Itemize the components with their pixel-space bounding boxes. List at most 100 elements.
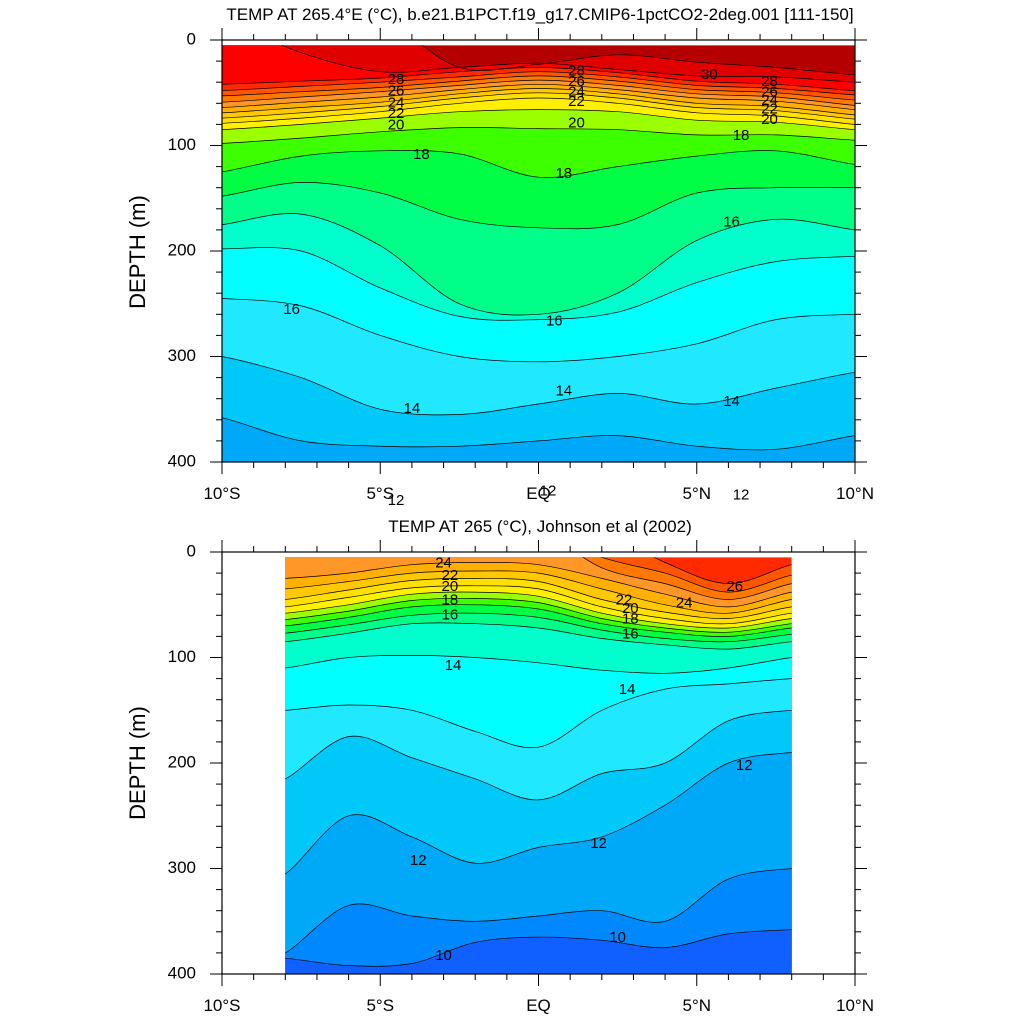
contour-label: 14: [445, 657, 462, 674]
contour-label: 12: [590, 835, 607, 852]
isotherm-line: [222, 417, 855, 451]
x-tick-label: 5°N: [682, 484, 711, 503]
contour-label: 16: [283, 301, 300, 318]
x-tick-label: 5°S: [366, 484, 394, 503]
contour-label: 16: [723, 213, 740, 230]
contour-label: 16: [546, 313, 563, 330]
contour-label: 18: [733, 127, 750, 144]
contour-label: 22: [442, 567, 459, 584]
contour-lines: [222, 45, 855, 451]
isotherm-line: [285, 597, 792, 633]
isotherm-line: [285, 655, 792, 674]
y-tick-label: 0: [187, 29, 196, 48]
isotherm-line: [222, 92, 855, 120]
contour-label: 20: [442, 578, 459, 595]
contour-label: 20: [388, 116, 405, 133]
contour-label: 20: [622, 600, 639, 617]
contour-label: 24: [676, 595, 693, 612]
contour-label: 26: [761, 84, 778, 101]
contour-label: 14: [723, 393, 740, 410]
y-tick-label: 400: [168, 451, 196, 470]
x-tick-label: 10°N: [836, 996, 874, 1015]
y-tick-label: 100: [168, 135, 196, 154]
isotherm-line: [285, 752, 792, 875]
contour-label: 26: [568, 73, 585, 90]
isotherm-line: [285, 585, 792, 625]
isotherm-line: [285, 678, 792, 749]
x-tick-label: 10°S: [203, 996, 240, 1015]
contour-label: 12: [736, 757, 753, 774]
y-tick-label: 0: [187, 541, 196, 560]
axis-ticks: 10°S 5°S EQ 5°N 10°N 0 100 200 300 400: [168, 540, 874, 1015]
panel-model: TEMP AT 265.4°E (°C), b.e21.B1PCT.f19_g1…: [125, 5, 874, 509]
contour-label: 22: [568, 93, 585, 110]
contour-label: 16: [622, 625, 639, 642]
isotherm-line: [285, 929, 792, 967]
isotherm-line: [222, 71, 855, 96]
isotherm-line: [222, 109, 855, 131]
panel-title: TEMP AT 265 (°C), Johnson et al (2002): [388, 517, 692, 536]
isotherm-line: [421, 45, 855, 76]
isotherm-line: [285, 591, 792, 629]
isotherm-line: [285, 868, 792, 954]
x-tick-label: 10°S: [203, 484, 240, 503]
contour-label: 22: [388, 105, 405, 122]
temperature-band: [285, 929, 792, 975]
contour-label: 18: [555, 165, 572, 182]
y-tick-label: 300: [168, 858, 196, 877]
contour-fills: [285, 557, 792, 975]
isotherm-line: [285, 709, 792, 801]
contour-label: 16: [442, 606, 459, 623]
contour-label: 24: [761, 92, 778, 109]
isotherm-line: [222, 67, 855, 91]
x-tick-label: 5°N: [682, 996, 711, 1015]
isotherm-line: [582, 557, 792, 600]
isotherm-line: [222, 298, 855, 363]
y-tick-label: 200: [168, 752, 196, 771]
isotherm-line: [222, 182, 855, 230]
contour-fills: [222, 45, 855, 463]
isotherm-line: [222, 75, 855, 101]
isotherm-line: [222, 79, 855, 106]
contour-label: 28: [761, 73, 778, 90]
contour-label: 12: [388, 492, 405, 509]
contour-label: 14: [555, 382, 572, 399]
isotherm-line: [281, 45, 855, 83]
x-tick-label: 5°S: [366, 996, 394, 1015]
isotherm-line: [222, 97, 855, 125]
contour-label: 14: [404, 400, 421, 417]
plot-area: 24222018162220181624261414121212101010°S…: [168, 540, 874, 1015]
isotherm-line: [285, 562, 792, 608]
y-tick-label: 200: [168, 240, 196, 259]
contour-label: 28: [568, 63, 585, 80]
contour-label: 24: [568, 84, 585, 101]
contour-label: 18: [413, 146, 430, 163]
contour-label: 10: [435, 947, 452, 964]
isotherm-line: [285, 604, 792, 637]
contour-label: 22: [761, 101, 778, 118]
isotherm-line: [222, 127, 855, 144]
contour-label: 20: [568, 114, 585, 131]
x-tick-label: 10°N: [836, 484, 874, 503]
isotherm-line: [222, 247, 855, 321]
isotherm-line: [222, 213, 855, 316]
isotherm-line: [222, 150, 855, 178]
x-tick-label: EQ: [526, 996, 551, 1015]
y-tick-label: 100: [168, 647, 196, 666]
axis-ticks: 10°S 5°S EQ 5°N 10°N 0 100 200 300 400: [168, 28, 874, 503]
contour-label: 26: [726, 578, 743, 595]
isotherm-line: [285, 570, 792, 614]
contour-label: 28: [388, 71, 405, 88]
isotherm-line: [653, 557, 792, 584]
contour-label: 12: [410, 852, 427, 869]
contour-label: 10: [609, 929, 626, 946]
isotherm-line: [222, 356, 855, 416]
contour-label: 22: [616, 591, 633, 608]
contour-label: 14: [619, 681, 636, 698]
contour-lines: [285, 557, 792, 967]
isotherm-line: [285, 578, 792, 619]
contour-label: 26: [388, 83, 405, 100]
